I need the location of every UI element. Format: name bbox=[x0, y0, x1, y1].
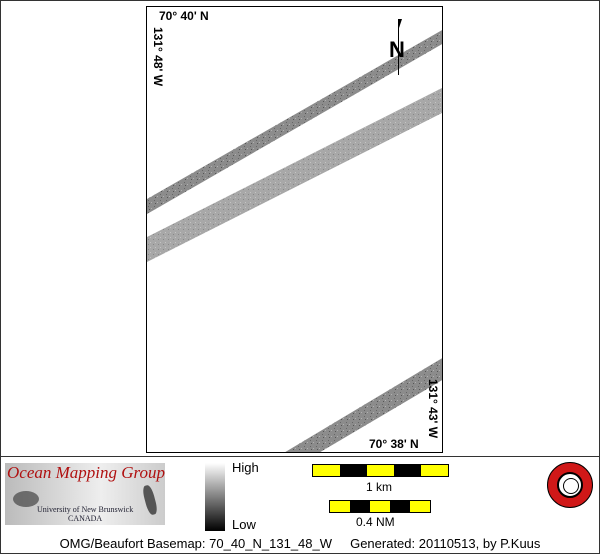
legend-high: High bbox=[232, 460, 259, 475]
backscatter-swaths bbox=[147, 30, 442, 452]
map-frame: 70° 40' N 70° 38' N 131° 48' W 131° 43' … bbox=[146, 6, 443, 453]
separator bbox=[0, 456, 600, 457]
scale-nm-label: 0.4 NM bbox=[356, 515, 395, 529]
intensity-legend-bar bbox=[205, 463, 225, 531]
legend-low: Low bbox=[232, 517, 256, 532]
logo-title: Ocean Mapping Group bbox=[7, 463, 166, 482]
generated-info: Generated: 20110513, by P.Kuus bbox=[350, 536, 541, 551]
top-latitude-label: 70° 40' N bbox=[159, 9, 209, 23]
seafloor-image bbox=[13, 491, 39, 507]
logo-subtitle: University of New Brunswick CANADA bbox=[37, 505, 134, 523]
basemap-id: OMG/Beaufort Basemap: 70_40_N_131_48_W bbox=[59, 536, 333, 551]
scale-bar-nm bbox=[329, 500, 431, 513]
seafloor-image-feature bbox=[141, 484, 159, 516]
footer: OMG/Beaufort Basemap: 70_40_N_131_48_W G… bbox=[0, 536, 600, 551]
scale-bar-km bbox=[312, 464, 449, 477]
swath-3 bbox=[285, 358, 442, 452]
right-longitude-label: 131° 43' W bbox=[426, 379, 440, 439]
swath-1 bbox=[147, 30, 442, 214]
scale-km-label: 1 km bbox=[366, 480, 393, 494]
omg-logo: Ocean Mapping Group University of New Br… bbox=[5, 463, 165, 525]
bottom-latitude-label: 70° 38' N bbox=[369, 437, 419, 451]
swath-2 bbox=[147, 88, 442, 262]
north-arrow-icon: N bbox=[387, 19, 411, 75]
left-longitude-label: 131° 48' W bbox=[151, 27, 165, 87]
unb-seal-logo bbox=[547, 462, 593, 508]
